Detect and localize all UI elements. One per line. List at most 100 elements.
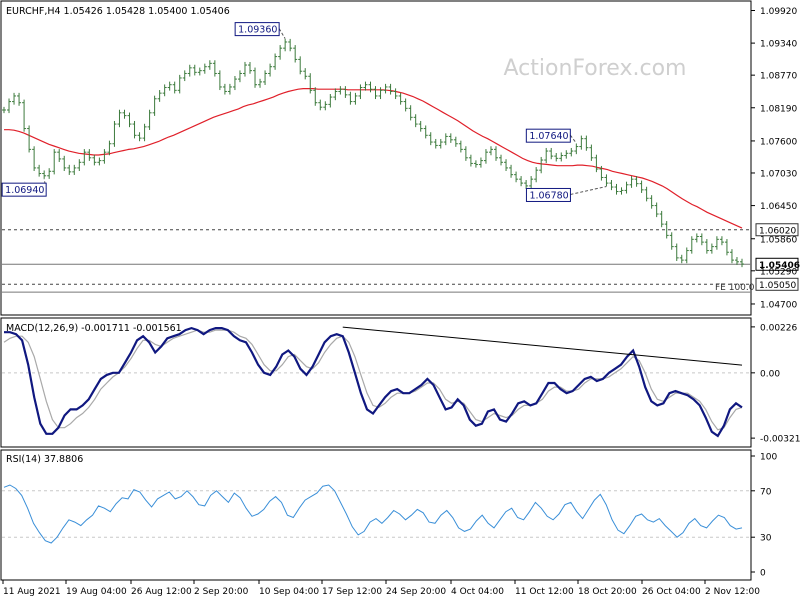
price-bar: [654, 202, 659, 218]
price-bar: [348, 91, 353, 105]
price-bar: [177, 74, 182, 94]
price-bar: [237, 70, 242, 83]
price-bar: [147, 109, 152, 130]
price-bar: [222, 83, 227, 95]
price-bar: [167, 81, 172, 91]
rsi-axis-label: 100: [760, 453, 777, 463]
price-bar: [22, 99, 27, 132]
price-bar: [182, 70, 187, 82]
macd-panel-frame: [0, 317, 752, 448]
price-bar: [438, 138, 443, 149]
price-bar: [458, 140, 463, 153]
price-bar: [408, 105, 413, 121]
price-bar: [112, 120, 117, 147]
price-annotation: 1.06780: [525, 185, 607, 202]
price-bar: [589, 144, 594, 161]
time-axis-label: 19 Aug 04:00: [66, 587, 127, 597]
time-axis-label: 10 Sep 04:00: [259, 587, 319, 597]
price-bar: [714, 236, 719, 250]
level-price-box: [755, 257, 799, 271]
price-bar: [197, 67, 202, 76]
price-bar: [509, 164, 514, 178]
macd-lines: [3, 326, 743, 438]
rsi-title: RSI(14) 37.8806: [6, 454, 83, 465]
time-axis-label: 11 Aug 2021: [3, 587, 61, 597]
price-bar: [87, 149, 92, 161]
price-bar: [729, 249, 734, 264]
price-axis-label: 1.09920: [760, 7, 797, 17]
price-bar: [549, 147, 554, 160]
rsi-axis-label: 70: [760, 487, 772, 497]
price-bar: [594, 154, 599, 173]
price-bar: [368, 81, 373, 93]
price-bar: [629, 176, 634, 188]
price-bar: [669, 232, 674, 250]
price-bar: [413, 114, 418, 128]
price-bar: [92, 154, 97, 166]
price-bar: [719, 236, 724, 246]
price-bar: [524, 180, 529, 189]
price-bar: [619, 187, 624, 195]
price-bar: [584, 135, 589, 151]
price-levels: 1.06020 1.05406 1.05050 FE 100.0: [2, 223, 800, 293]
price-bar: [383, 83, 388, 94]
price-bar: [17, 92, 22, 106]
price-bar: [579, 135, 584, 150]
macd-trendline: [342, 326, 743, 366]
price-bar: [699, 233, 704, 246]
price-bar: [37, 164, 42, 177]
time-axis-label: 4 Oct 04:00: [451, 587, 504, 597]
price-bar: [463, 146, 468, 161]
price-bar: [278, 45, 283, 60]
price-bar: [363, 81, 368, 91]
price-bar: [689, 236, 694, 254]
price-axis: 1.09920 1.09340 1.08770 1.08190 1.07600 1.070…: [751, 7, 797, 310]
price-axis-label: 1.05860: [760, 235, 797, 245]
price-bar: [122, 109, 127, 119]
price-bar: [494, 146, 498, 161]
price-bar: [448, 133, 453, 143]
price-axis-label: 1.08770: [760, 72, 797, 82]
price-bar: [268, 63, 273, 77]
price-bar: [504, 159, 509, 172]
price-bar: [67, 164, 72, 175]
price-bar: [393, 88, 398, 100]
price-bar: [232, 75, 237, 91]
price-bar: [102, 149, 107, 164]
price-bar: [338, 86, 343, 95]
price-bar: [674, 243, 679, 261]
annotation-label: 1.09360: [238, 25, 277, 36]
price-bar: [604, 174, 609, 187]
price-bar: [308, 73, 313, 94]
price-bar: [574, 143, 579, 155]
moving-average-line: [4, 87, 743, 229]
price-bar: [253, 67, 258, 88]
price-bar: [724, 239, 729, 256]
price-axis-label: 1.04700: [760, 300, 797, 310]
price-bar: [77, 159, 82, 172]
time-axis-label: 26 Aug 12:00: [131, 587, 192, 597]
price-bar: [433, 138, 438, 149]
level-price-label: 1.06020: [759, 226, 796, 236]
rsi-axis-label: 0: [760, 569, 766, 579]
price-bar: [157, 90, 162, 102]
price-annotations: 1.09360 1.06940 1.07640 1.06780: [1, 22, 607, 202]
price-bar: [483, 149, 488, 164]
macd-title: MACD(12,26,9) -0.001711 -0.001561: [6, 323, 182, 334]
price-bar: [303, 68, 308, 80]
price-bar: [740, 258, 744, 268]
price-bar: [564, 150, 569, 159]
time-axis-label: 26 Oct 04:00: [642, 587, 701, 597]
level-price-box: [755, 223, 799, 237]
price-bar: [288, 38, 293, 52]
price-bar: [217, 70, 222, 91]
time-axis: 11 Aug 2021 19 Aug 04:00 26 Aug 12:00 2 Sep…: [2, 580, 760, 597]
macd-axis-label: -0.003211: [760, 435, 800, 445]
price-annotation: 1.09360: [234, 22, 286, 39]
price-bar: [318, 99, 323, 111]
price-bar: [478, 157, 483, 168]
price-axis-label: 1.08190: [760, 104, 797, 114]
price-bar: [293, 45, 298, 63]
watermark: ActionForex.com: [504, 56, 687, 81]
